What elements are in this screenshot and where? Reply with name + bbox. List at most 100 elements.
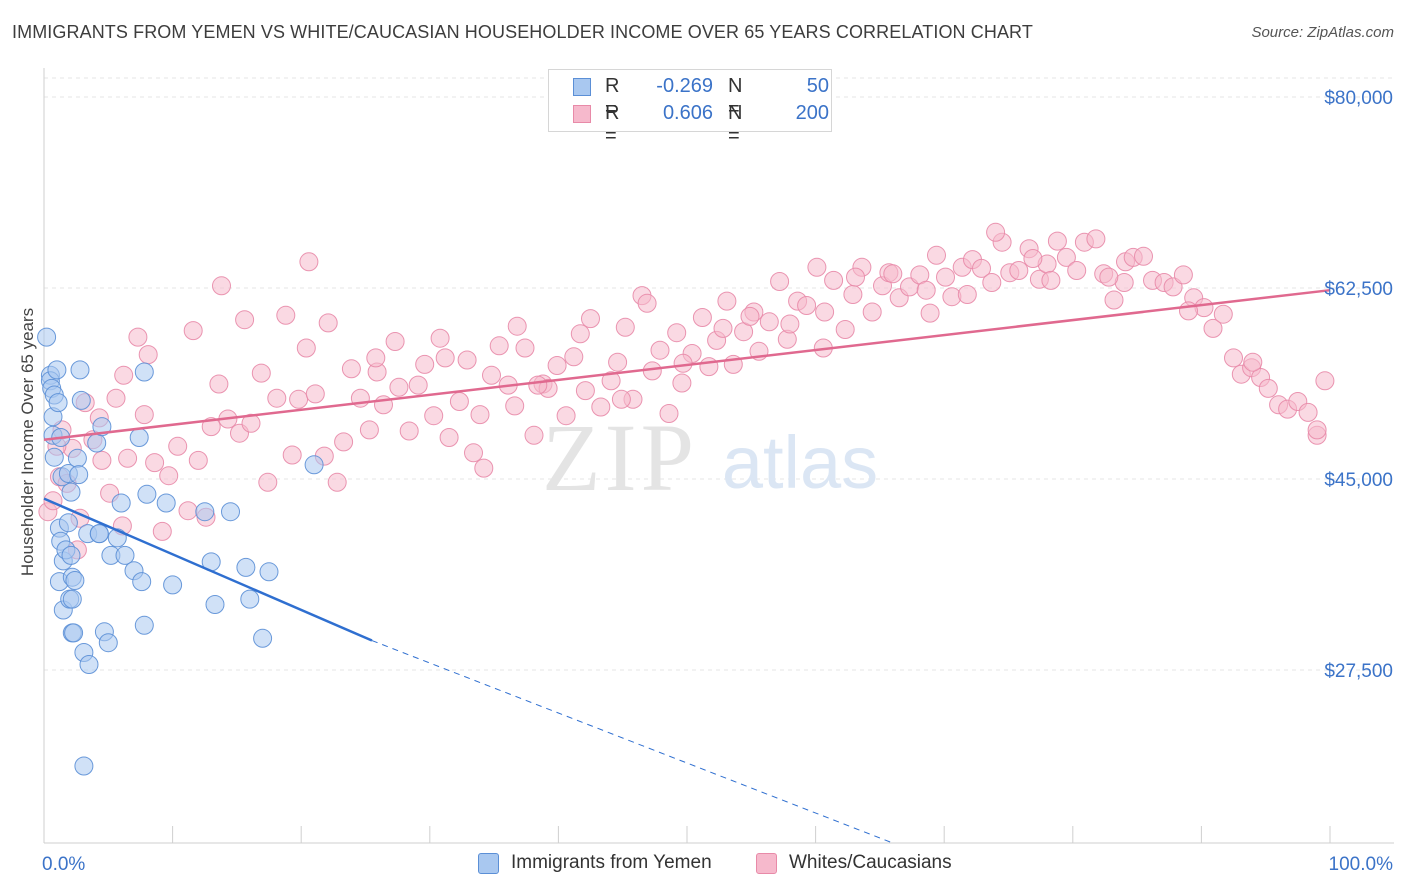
- whites-point: [667, 323, 687, 343]
- whites-point: [399, 421, 419, 441]
- yemen-point: [98, 633, 118, 653]
- whites-point: [1194, 298, 1214, 318]
- whites-point: [1086, 229, 1106, 249]
- whites-point: [515, 338, 535, 358]
- whites-point: [797, 296, 817, 315]
- grid-lines: [44, 77, 1394, 671]
- x-tick-label-min: 0.0%: [42, 854, 85, 875]
- legend-swatch-whites: [573, 105, 591, 123]
- whites-point: [862, 302, 882, 322]
- whites-point: [780, 314, 800, 334]
- whites-point: [673, 353, 693, 373]
- yemen-point: [134, 362, 154, 382]
- yemen-point: [67, 448, 87, 468]
- legend-r-value: -0.269: [656, 75, 713, 97]
- whites-point: [1047, 231, 1067, 251]
- whites-point: [575, 381, 595, 401]
- whites-point: [1307, 420, 1327, 440]
- yemen-point: [87, 433, 107, 453]
- legend-r-label: R =: [605, 75, 620, 120]
- whites-point: [608, 352, 628, 372]
- whites-point: [489, 336, 509, 356]
- legend-r-value: 0.606: [662, 102, 713, 124]
- whites-point: [1243, 352, 1263, 372]
- whites-point: [547, 356, 567, 375]
- yemen-point: [89, 524, 109, 544]
- whites-point: [843, 285, 863, 304]
- yemen-point: [111, 493, 131, 513]
- whites-point: [241, 413, 261, 433]
- whites-point: [1023, 249, 1043, 268]
- trend-line-yemen: [43, 497, 373, 642]
- whites-point: [251, 363, 271, 383]
- yemen-point: [44, 447, 64, 467]
- yemen-point: [115, 545, 135, 565]
- yemen-point: [64, 623, 84, 643]
- whites-point: [601, 371, 621, 391]
- whites-point: [699, 357, 719, 377]
- whites-point: [439, 428, 459, 447]
- series-yemen-points: [37, 327, 324, 776]
- yemen-point: [62, 589, 82, 609]
- watermark-atlas: atlas: [722, 421, 878, 504]
- source-label: Source: ZipAtlas.com: [1251, 24, 1394, 41]
- whites-point: [258, 472, 278, 492]
- yemen-point: [195, 502, 215, 522]
- y-tick-label: $45,000: [1324, 470, 1393, 491]
- whites-point: [637, 293, 657, 313]
- whites-point: [1179, 301, 1198, 321]
- whites-point: [341, 359, 361, 379]
- whites-point: [92, 450, 112, 470]
- yemen-point: [58, 513, 78, 533]
- yemen-point: [240, 589, 260, 609]
- whites-point: [672, 373, 692, 393]
- whites-point: [1134, 246, 1153, 266]
- axes: [43, 68, 1394, 844]
- series-whites-points: [38, 222, 1335, 560]
- whites-point: [650, 340, 670, 360]
- whites-point: [1009, 261, 1029, 280]
- whites-point: [570, 324, 590, 344]
- yemen-point: [129, 428, 149, 447]
- whites-point: [986, 222, 1006, 242]
- whites-point: [982, 273, 1002, 292]
- whites-point: [1104, 290, 1124, 310]
- whites-point: [389, 377, 409, 397]
- whites-point: [359, 420, 379, 440]
- whites-point: [318, 313, 338, 333]
- whites-point: [524, 425, 544, 445]
- whites-point: [134, 405, 154, 425]
- whites-point: [327, 472, 347, 492]
- legend-n-label: N =: [728, 75, 743, 120]
- yemen-point: [70, 360, 90, 380]
- legend-swatch-yemen: [573, 78, 591, 96]
- whites-point: [282, 445, 302, 465]
- whites-point: [815, 302, 835, 322]
- whites-point: [235, 310, 255, 330]
- whites-point: [972, 258, 991, 278]
- whites-point: [159, 466, 179, 486]
- whites-point: [209, 374, 229, 394]
- whites-point: [591, 397, 611, 417]
- whites-point: [1298, 402, 1318, 422]
- whites-point: [759, 312, 779, 332]
- y-axis-label: Householder Income Over 65 years: [18, 307, 37, 577]
- legend-n-label: N =: [728, 102, 743, 147]
- whites-point: [114, 365, 134, 385]
- tick-labels: $27,500 $45,000 $62,500 $80,000 0.0% 100.0%: [42, 88, 1393, 875]
- whites-point: [118, 448, 138, 468]
- whites-point: [564, 347, 584, 367]
- whites-point: [128, 327, 148, 347]
- whites-point: [740, 306, 760, 326]
- yemen-point: [65, 571, 85, 590]
- whites-point: [106, 388, 126, 408]
- whites-point: [1203, 318, 1223, 338]
- bottom-legend-swatch-whites: [756, 853, 777, 874]
- whites-point: [1056, 247, 1076, 267]
- whites-point: [474, 458, 494, 478]
- whites-point: [1173, 265, 1193, 285]
- yemen-point: [236, 557, 256, 577]
- yemen-point: [205, 595, 225, 614]
- whites-point: [835, 320, 855, 339]
- whites-point: [289, 389, 309, 409]
